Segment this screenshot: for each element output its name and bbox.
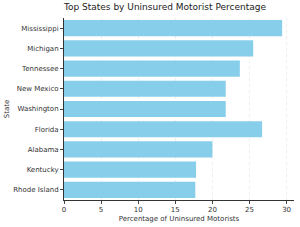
svg-text:Rhode Island: Rhode Island <box>13 186 58 194</box>
svg-text:Kentucky: Kentucky <box>27 166 59 174</box>
svg-text:New Mexico: New Mexico <box>17 85 59 93</box>
svg-text:State: State <box>3 100 11 119</box>
svg-text:Michigan: Michigan <box>27 45 58 53</box>
svg-text:Top States by Uninsured Motori: Top States by Uninsured Motorist Percent… <box>63 2 267 12</box>
svg-text:5: 5 <box>99 206 103 214</box>
svg-text:10: 10 <box>134 206 143 214</box>
svg-text:15: 15 <box>171 206 180 214</box>
svg-text:30: 30 <box>282 206 291 214</box>
svg-text:Percentage of Uninsured Motori: Percentage of Uninsured Motorists <box>119 215 240 223</box>
svg-text:20: 20 <box>208 206 217 214</box>
svg-text:0: 0 <box>62 206 66 214</box>
svg-text:Mississippi: Mississippi <box>21 25 58 33</box>
svg-text:25: 25 <box>245 206 254 214</box>
svg-text:Tennessee: Tennessee <box>21 65 58 73</box>
svg-text:Alabama: Alabama <box>28 146 59 154</box>
svg-text:Florida: Florida <box>35 126 59 134</box>
svg-text:Washington: Washington <box>17 105 58 113</box>
